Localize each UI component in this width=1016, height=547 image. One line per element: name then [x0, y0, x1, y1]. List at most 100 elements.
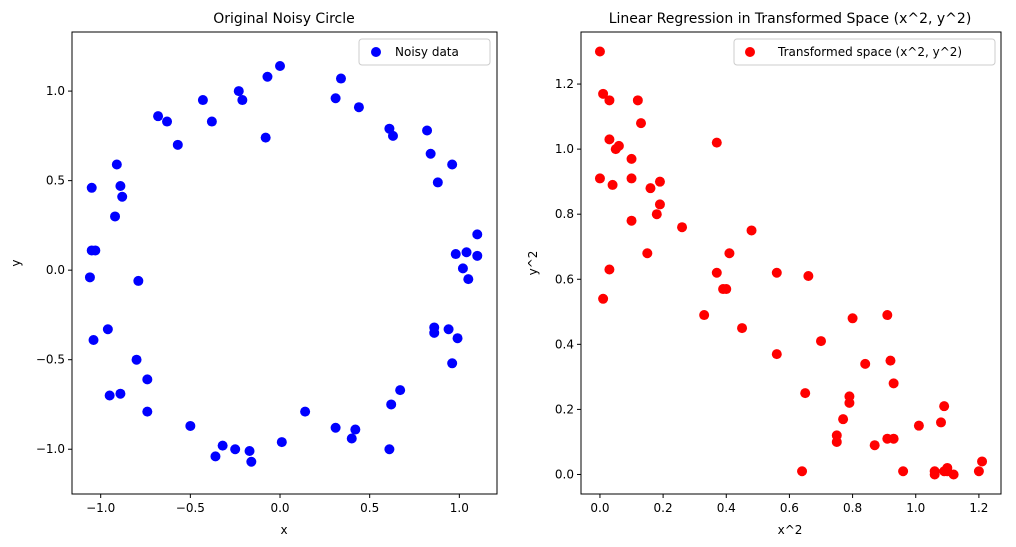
chart-original-circle: Original Noisy Circle −1.0 −0.5 0.0 0.5 1.0 … [9, 11, 498, 537]
data-point [346, 433, 357, 444]
data-point [142, 406, 153, 417]
data-point [838, 414, 849, 425]
data-point [276, 437, 287, 448]
data-point [645, 183, 656, 194]
data-point [898, 466, 909, 477]
x-tick-label: 0.5 [360, 501, 379, 515]
legend-box [358, 38, 491, 66]
data-point [386, 399, 397, 410]
legend-label: Transformed space (x^2, y^2) [777, 45, 962, 59]
data-point [244, 446, 255, 457]
y-tick-label: 0.4 [555, 337, 574, 351]
data-point [800, 388, 811, 399]
data-point [233, 86, 244, 97]
data-point [610, 144, 621, 155]
data-point [300, 406, 311, 417]
data-point [395, 385, 406, 396]
data-point [117, 191, 128, 202]
data-point [104, 390, 115, 401]
data-point [330, 93, 341, 104]
chart-title: Original Noisy Circle [213, 11, 355, 27]
legend: Noisy data [358, 38, 491, 66]
x-tick-label: 1.0 [906, 501, 925, 515]
legend: Transformed space (x^2, y^2) [733, 38, 996, 66]
x-tick-label: −0.5 [176, 501, 205, 515]
data-point [450, 249, 461, 260]
data-point [888, 433, 899, 444]
data-point [387, 130, 398, 141]
x-tick-label: 1.0 [450, 501, 469, 515]
data-point [115, 181, 126, 191]
legend-marker [371, 47, 381, 57]
y-tick-label: −1.0 [36, 442, 65, 456]
data-point [110, 211, 121, 222]
data-point [246, 456, 257, 467]
x-tick-label: 0.0 [590, 501, 609, 515]
data-point [472, 229, 483, 240]
data-point [115, 388, 126, 399]
data-point [260, 132, 271, 143]
data-point [275, 61, 286, 72]
data-point [172, 139, 183, 150]
y-tick-label: 1.0 [46, 84, 65, 98]
scatter-series-transformed [594, 46, 988, 480]
data-point [626, 173, 637, 184]
data-point [797, 466, 808, 477]
y-tick-label: 0.8 [555, 207, 574, 221]
data-point [888, 378, 899, 389]
data-point [737, 323, 748, 334]
data-point [384, 444, 395, 455]
data-point [882, 310, 893, 321]
data-point [936, 417, 946, 428]
y-tick-label: 0.0 [46, 263, 65, 277]
y-tick-label: 0.6 [555, 272, 574, 286]
x-tick-label: 0.4 [717, 501, 736, 515]
y-tick-label: 0.2 [555, 402, 574, 416]
data-point [939, 401, 950, 412]
x-tick-label: −1.0 [86, 501, 115, 515]
data-point [443, 324, 454, 335]
data-point [771, 267, 782, 278]
data-point [210, 451, 221, 462]
data-point [432, 177, 443, 188]
data-point [803, 271, 814, 282]
legend-marker [745, 47, 755, 57]
y-axis-label: y^2 [526, 251, 540, 276]
y-axis-ticks: −1.0 −0.5 0.0 0.5 1.0 [36, 84, 72, 456]
y-axis-ticks: 0.0 0.2 0.4 0.6 0.8 1.0 1.2 [555, 77, 581, 481]
data-point [111, 159, 122, 170]
plot-frame [580, 31, 1002, 495]
data-point [88, 335, 99, 345]
x-tick-label: 0.6 [780, 501, 799, 515]
y-axis-label: y [9, 259, 23, 266]
data-point [721, 284, 732, 295]
x-axis-label: x [280, 523, 287, 537]
data-point [185, 420, 196, 431]
data-point [262, 71, 273, 82]
data-point [711, 137, 722, 148]
data-point [461, 247, 472, 258]
legend-box [733, 38, 996, 66]
data-point [847, 313, 858, 324]
data-point [217, 440, 228, 451]
data-point [913, 420, 924, 431]
chart-title: Linear Regression in Transformed Space (… [609, 11, 972, 27]
y-tick-label: −0.5 [36, 353, 65, 367]
data-point [142, 374, 153, 385]
data-point [869, 440, 880, 451]
data-point [350, 424, 361, 435]
data-point [948, 469, 959, 480]
data-point [86, 182, 97, 193]
data-point [942, 462, 953, 473]
data-point [607, 179, 618, 190]
data-point [598, 293, 609, 304]
data-point [353, 102, 364, 113]
x-axis-ticks: 0.0 0.2 0.4 0.6 0.8 1.0 1.2 [590, 494, 988, 515]
data-point [84, 272, 95, 283]
data-point [162, 116, 173, 127]
data-point [131, 354, 142, 365]
data-point [860, 358, 871, 369]
x-axis-ticks: −1.0 −0.5 0.0 0.5 1.0 [86, 494, 469, 515]
data-point [594, 173, 605, 184]
